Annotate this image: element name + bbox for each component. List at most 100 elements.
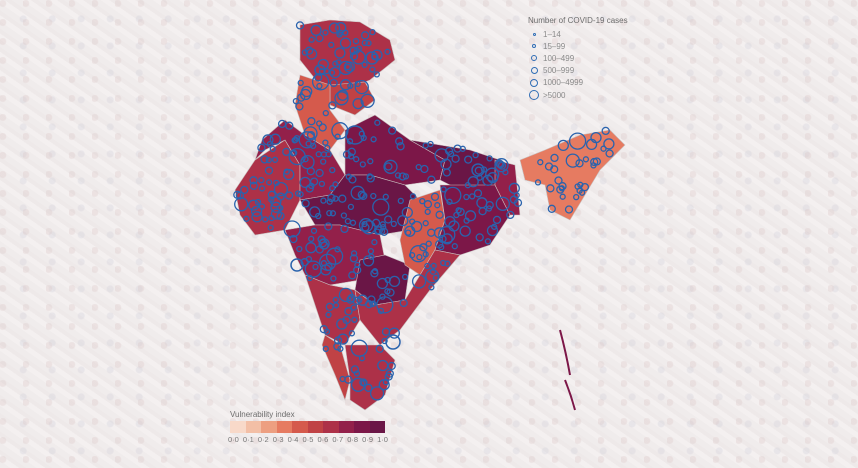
case-bubble [318, 180, 326, 188]
case-bubble [428, 284, 435, 291]
case-bubble [397, 197, 404, 205]
case-bubble [429, 268, 437, 275]
case-bubble [316, 82, 323, 90]
case-bubble [360, 379, 368, 387]
case-bubble [322, 109, 329, 117]
case-bubble [329, 166, 336, 174]
case-bubble [276, 192, 285, 201]
case-bubble [264, 166, 274, 175]
case-bubble [361, 61, 368, 68]
case-bubble [251, 211, 263, 223]
case-bubble [315, 168, 324, 178]
ramp-swatch [354, 421, 370, 433]
case-bubble [534, 179, 542, 186]
case-bubble [353, 265, 362, 275]
vuln-tick-label: 0·3 [272, 435, 284, 444]
case-bubble [312, 263, 319, 271]
case-bubble [383, 159, 398, 174]
case-bubble [508, 182, 520, 194]
case-bubble [357, 190, 366, 199]
case-bubble [284, 191, 294, 200]
case-bubble [360, 31, 370, 40]
case-bubble-hotspot [290, 258, 304, 272]
ramp-swatch [323, 421, 339, 433]
case-bubble [440, 259, 447, 267]
case-bubble [265, 179, 273, 186]
case-bubble [444, 146, 454, 156]
case-bubble [338, 60, 353, 76]
case-bubble [359, 161, 366, 168]
case-bubble [334, 133, 341, 140]
case-bubble [370, 269, 379, 278]
case-bubble [303, 126, 318, 141]
case-bubble [271, 156, 279, 163]
case-bubble [382, 193, 389, 200]
case-bubble [339, 37, 352, 49]
case-bubble [396, 142, 405, 151]
region-northeast [519, 129, 626, 221]
case-bubble [576, 187, 583, 194]
legend-vulnerability-index: Vulnerability index 0·0 0·1 0·2 0·3 0·4 0·5 0·… [228, 410, 388, 444]
vuln-tick-label: 0·2 [257, 435, 269, 444]
case-bubble [248, 199, 260, 211]
case-bubble [497, 161, 507, 170]
case-bubble [346, 295, 355, 304]
case-bubble [371, 239, 378, 246]
case-bubble [380, 224, 387, 231]
case-bubble [359, 191, 368, 201]
case-bubble [491, 223, 498, 230]
case-bubble [388, 327, 400, 339]
case-bubble [573, 193, 580, 201]
case-bubble [513, 198, 523, 207]
case-bubble [332, 60, 339, 67]
case-bubble [364, 300, 374, 309]
case-bubble [399, 298, 408, 308]
case-bubble [376, 296, 394, 314]
case-bubble [585, 138, 598, 151]
vulnerability-color-ramp [230, 421, 388, 433]
case-bubble [459, 225, 471, 237]
case-bubble [304, 46, 314, 55]
case-bubble [495, 196, 510, 211]
case-bubble [558, 185, 566, 192]
case-bubble [360, 93, 375, 108]
case-bubble [420, 164, 429, 174]
case-bubble [377, 307, 385, 315]
legend-cases-item: 1000–4999 [528, 77, 628, 89]
case-bubble [352, 296, 361, 305]
case-bubble [486, 155, 493, 162]
case-bubble [288, 147, 306, 166]
case-bubble [537, 159, 544, 166]
case-bubble [334, 47, 346, 59]
case-bubble [315, 151, 322, 158]
case-bubble [351, 50, 366, 65]
case-bubble [337, 345, 344, 352]
case-bubble [324, 222, 333, 231]
case-bubble [550, 153, 559, 163]
case-bubble-hotspot [471, 163, 485, 177]
legend-cases-item: 500–999 [528, 65, 628, 77]
case-bubble [235, 191, 245, 200]
case-bubble [350, 339, 368, 357]
case-bubble [335, 22, 347, 34]
case-bubble [464, 210, 477, 222]
case-bubble [353, 370, 361, 377]
vuln-tick-label: 0·5 [302, 435, 314, 444]
case-bubble [374, 119, 381, 126]
case-bubble [293, 134, 300, 142]
case-bubble [267, 190, 276, 199]
case-bubble [326, 209, 333, 217]
case-bubble [377, 359, 389, 372]
case-bubble [372, 198, 390, 216]
case-bubble [323, 328, 331, 335]
case-bubble [347, 203, 355, 211]
case-bubble [342, 150, 352, 159]
case-bubble [485, 167, 500, 182]
case-bubble [484, 238, 492, 245]
case-bubble [600, 145, 607, 152]
case-bubble [305, 242, 317, 254]
case-bubble [249, 181, 258, 190]
case-bubble [441, 233, 453, 245]
case-bubble [310, 142, 317, 150]
case-bubble [258, 176, 265, 184]
